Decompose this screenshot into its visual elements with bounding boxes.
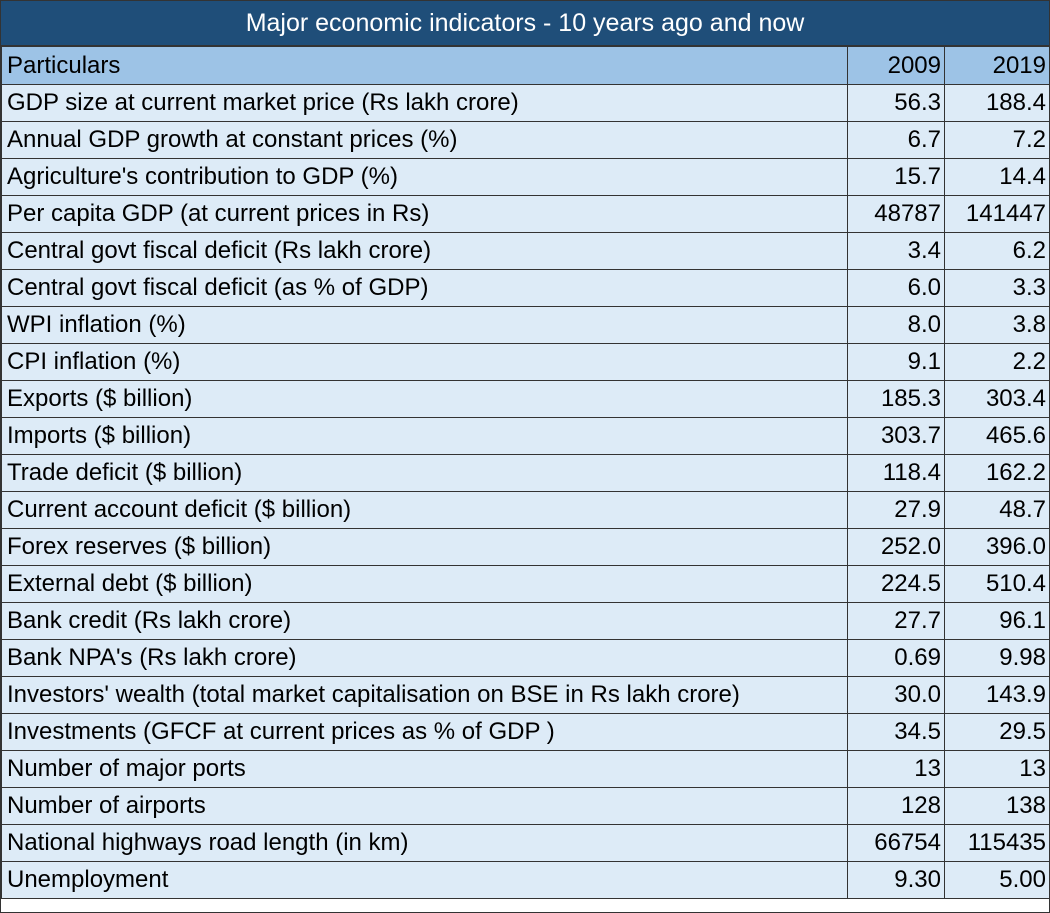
table-row: Per capita GDP (at current prices in Rs)… <box>1 195 1050 233</box>
value-2009: 3.4 <box>847 232 945 270</box>
row-label: CPI inflation (%) <box>1 343 848 381</box>
value-2019: 96.1 <box>944 602 1050 640</box>
value-2009: 9.30 <box>847 861 945 899</box>
value-2019: 303.4 <box>944 380 1050 418</box>
value-2019: 6.2 <box>944 232 1050 270</box>
table-row: Current account deficit ($ billion) 27.9 4… <box>1 491 1050 529</box>
value-2019: 48.7 <box>944 491 1050 529</box>
row-label: Current account deficit ($ billion) <box>1 491 848 529</box>
table-row: Trade deficit ($ billion) 118.4 162.2 <box>1 454 1050 492</box>
value-2009: 252.0 <box>847 528 945 566</box>
value-2019: 465.6 <box>944 417 1050 455</box>
table-row: Number of major ports 13 13 <box>1 750 1050 788</box>
table-row: Unemployment 9.30 5.00 <box>1 861 1050 899</box>
value-2019: 143.9 <box>944 676 1050 714</box>
value-2009: 56.3 <box>847 84 945 122</box>
value-2009: 128 <box>847 787 945 825</box>
value-2009: 66754 <box>847 824 945 862</box>
row-label: Number of major ports <box>1 750 848 788</box>
row-label: Investors' wealth (total market capitali… <box>1 676 848 714</box>
table-title: Major economic indicators - 10 years ago… <box>1 1 1049 46</box>
value-2009: 0.69 <box>847 639 945 677</box>
row-label: Investments (GFCF at current prices as %… <box>1 713 848 751</box>
value-2009: 185.3 <box>847 380 945 418</box>
table-row: Central govt fiscal deficit (as % of GDP… <box>1 269 1050 307</box>
value-2009: 9.1 <box>847 343 945 381</box>
value-2019: 115435 <box>944 824 1050 862</box>
table-row: Bank credit (Rs lakh crore) 27.7 96.1 <box>1 602 1050 640</box>
row-label: External debt ($ billion) <box>1 565 848 603</box>
value-2009: 224.5 <box>847 565 945 603</box>
value-2009: 6.0 <box>847 269 945 307</box>
table-row: Imports ($ billion) 303.7 465.6 <box>1 417 1050 455</box>
table-row: WPI inflation (%) 8.0 3.8 <box>1 306 1050 344</box>
row-label: National highways road length (in km) <box>1 824 848 862</box>
value-2019: 141447 <box>944 195 1050 233</box>
row-label: Bank credit (Rs lakh crore) <box>1 602 848 640</box>
value-2009: 27.7 <box>847 602 945 640</box>
row-label: Agriculture's contribution to GDP (%) <box>1 158 848 196</box>
value-2019: 13 <box>944 750 1050 788</box>
value-2009: 8.0 <box>847 306 945 344</box>
value-2019: 510.4 <box>944 565 1050 603</box>
header-2009: 2009 <box>847 46 945 85</box>
value-2009: 48787 <box>847 195 945 233</box>
value-2019: 3.3 <box>944 269 1050 307</box>
header-2019: 2019 <box>944 46 1050 85</box>
value-2019: 29.5 <box>944 713 1050 751</box>
row-label: Number of airports <box>1 787 848 825</box>
table-row: GDP size at current market price (Rs lak… <box>1 84 1050 122</box>
header-particulars: Particulars <box>1 46 848 85</box>
row-label: Central govt fiscal deficit (Rs lakh cro… <box>1 232 848 270</box>
table-row: Forex reserves ($ billion) 252.0 396.0 <box>1 528 1050 566</box>
table-row: Investors' wealth (total market capitali… <box>1 676 1050 714</box>
value-2019: 162.2 <box>944 454 1050 492</box>
table-row: Exports ($ billion) 185.3 303.4 <box>1 380 1050 418</box>
value-2009: 118.4 <box>847 454 945 492</box>
table-row: Agriculture's contribution to GDP (%) 15.… <box>1 158 1050 196</box>
value-2009: 6.7 <box>847 121 945 159</box>
table-row: Central govt fiscal deficit (Rs lakh cro… <box>1 232 1050 270</box>
table-row: CPI inflation (%) 9.1 2.2 <box>1 343 1050 381</box>
row-label: Unemployment <box>1 861 848 899</box>
value-2009: 15.7 <box>847 158 945 196</box>
value-2009: 13 <box>847 750 945 788</box>
value-2009: 30.0 <box>847 676 945 714</box>
row-label: GDP size at current market price (Rs lak… <box>1 84 848 122</box>
header-row: Particulars 2009 2019 <box>1 46 1050 85</box>
value-2009: 27.9 <box>847 491 945 529</box>
value-2019: 5.00 <box>944 861 1050 899</box>
table-row: Number of airports 128 138 <box>1 787 1050 825</box>
value-2019: 2.2 <box>944 343 1050 381</box>
value-2019: 9.98 <box>944 639 1050 677</box>
table-row: Bank NPA's (Rs lakh crore) 0.69 9.98 <box>1 639 1050 677</box>
row-label: Bank NPA's (Rs lakh crore) <box>1 639 848 677</box>
table-row: External debt ($ billion) 224.5 510.4 <box>1 565 1050 603</box>
table-row: Investments (GFCF at current prices as %… <box>1 713 1050 751</box>
table-body: GDP size at current market price (Rs lak… <box>1 84 1050 899</box>
table-row: National highways road length (in km) 667… <box>1 824 1050 862</box>
row-label: Forex reserves ($ billion) <box>1 528 848 566</box>
row-label: Exports ($ billion) <box>1 380 848 418</box>
value-2019: 7.2 <box>944 121 1050 159</box>
row-label: Per capita GDP (at current prices in Rs) <box>1 195 848 233</box>
value-2009: 303.7 <box>847 417 945 455</box>
row-label: Annual GDP growth at constant prices (%) <box>1 121 848 159</box>
value-2019: 138 <box>944 787 1050 825</box>
value-2019: 3.8 <box>944 306 1050 344</box>
table-row: Annual GDP growth at constant prices (%)… <box>1 121 1050 159</box>
row-label: Trade deficit ($ billion) <box>1 454 848 492</box>
row-label: Central govt fiscal deficit (as % of GDP… <box>1 269 848 307</box>
value-2009: 34.5 <box>847 713 945 751</box>
row-label: Imports ($ billion) <box>1 417 848 455</box>
indicators-table: Particulars 2009 2019 GDP size at curren… <box>1 46 1050 899</box>
value-2019: 396.0 <box>944 528 1050 566</box>
value-2019: 14.4 <box>944 158 1050 196</box>
value-2019: 188.4 <box>944 84 1050 122</box>
row-label: WPI inflation (%) <box>1 306 848 344</box>
